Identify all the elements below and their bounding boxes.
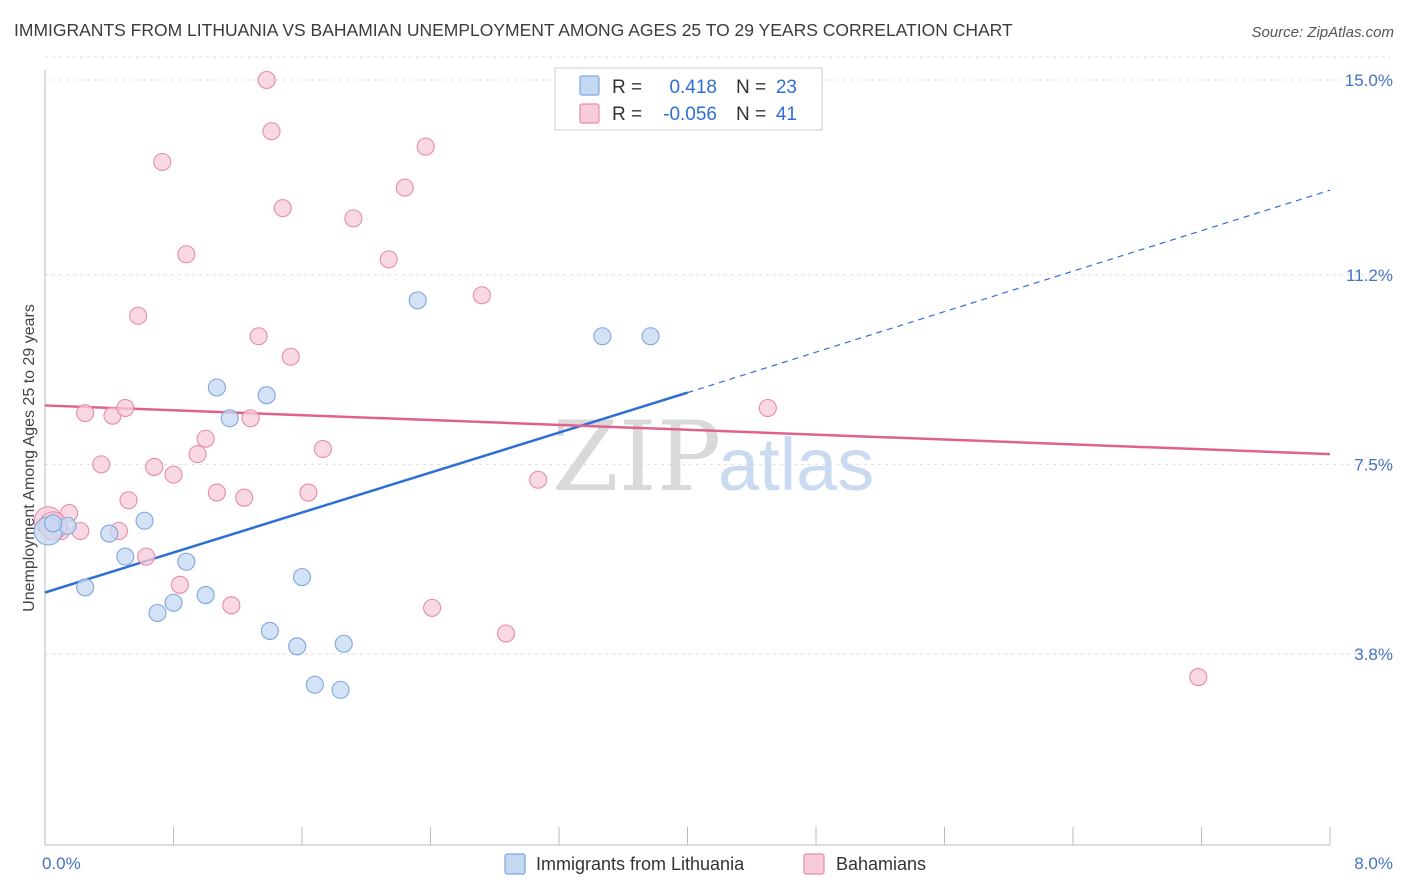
bahamians-point xyxy=(273,199,292,218)
legend-r-label-1: R = xyxy=(612,77,642,98)
lithuania-point xyxy=(196,586,215,605)
legend-swatch-lithuania xyxy=(579,75,600,96)
x-tick-labels: 0.0% 8.0% xyxy=(42,854,1393,873)
lithuania-point xyxy=(43,514,63,533)
lithuania-point xyxy=(116,547,135,566)
bahamians-point xyxy=(137,547,156,566)
watermark-zip: ZIP xyxy=(552,401,721,513)
bahamians-trend-line xyxy=(44,404,1331,456)
legend-r-value-1: 0.418 xyxy=(669,77,717,98)
axes xyxy=(44,70,1331,846)
bahamians-point xyxy=(196,429,215,448)
trend-lines xyxy=(44,189,1331,594)
correlation-legend: R = 0.418 N = 23 R = -0.056 N = 41 xyxy=(554,67,823,131)
bahamians-point xyxy=(177,245,196,264)
legend-n-label-1: N = xyxy=(736,77,766,98)
grid-lines xyxy=(45,56,1390,655)
lithuania-point xyxy=(331,680,350,699)
lithuania-point xyxy=(334,634,353,653)
bahamians-point xyxy=(207,483,226,502)
lithuania-point xyxy=(76,578,95,597)
lithuania-point xyxy=(257,386,276,405)
bahamians-point xyxy=(299,483,318,502)
lithuania-point xyxy=(100,524,119,543)
bahamians-point xyxy=(395,178,414,197)
bahamians-point xyxy=(170,575,189,594)
lithuania-point xyxy=(207,378,226,397)
bahamians-point xyxy=(235,488,254,507)
bahamians-point xyxy=(119,491,138,510)
bahamians-point xyxy=(164,465,183,484)
bahamians-point xyxy=(379,250,398,269)
bahamians-point xyxy=(423,598,442,617)
lithuania-point xyxy=(305,675,324,694)
bahamians-point xyxy=(281,347,300,366)
bahamians-point xyxy=(472,286,491,305)
series-legend: Immigrants from Lithuania Bahamians xyxy=(504,853,926,875)
bahamians-point xyxy=(249,327,268,346)
bahamians-point xyxy=(222,596,241,615)
source-label: Source: ZipAtlas.com xyxy=(1251,24,1394,41)
bahamians-point xyxy=(262,122,281,141)
y-tick-label: 11.2% xyxy=(1346,266,1393,285)
lithuania-point xyxy=(292,568,312,587)
bahamians-point xyxy=(76,404,95,423)
bahamians-point xyxy=(153,152,172,172)
bahamians-point xyxy=(241,409,260,428)
chart-title: IMMIGRANTS FROM LITHUANIA VS BAHAMIAN UN… xyxy=(14,20,1013,40)
lithuania-point xyxy=(148,603,167,623)
bahamians-point xyxy=(1189,668,1208,687)
lithuania-point xyxy=(641,327,660,346)
bahamians-point xyxy=(92,455,111,474)
bahamians-point xyxy=(188,445,207,464)
y-tick-label: 3.8% xyxy=(1354,645,1393,664)
lithuania-point xyxy=(135,511,154,530)
y-axis-label: Unemployment Among Ages 25 to 29 years xyxy=(21,304,38,612)
legend-n-value-2: 41 xyxy=(776,104,797,125)
legend-n-value-1: 23 xyxy=(776,77,797,98)
lithuania-point xyxy=(220,409,239,428)
lithuania-trend-extension xyxy=(687,189,1331,394)
lithuania-point xyxy=(177,552,196,571)
bahamians-point xyxy=(116,398,135,418)
legend-n-label-2: N = xyxy=(736,104,766,125)
data-points xyxy=(33,70,1208,699)
bahamians-point xyxy=(145,457,164,476)
series-label-bahamians: Bahamians xyxy=(836,854,926,874)
bahamians-point xyxy=(758,398,777,418)
lithuania-point xyxy=(593,327,612,346)
lithuania-point xyxy=(408,291,427,310)
x-tick-label: 0.0% xyxy=(42,854,81,873)
lithuania-point xyxy=(260,621,279,640)
bahamians-point xyxy=(496,624,516,643)
series-swatch-lithuania xyxy=(504,853,526,875)
bahamians-point xyxy=(529,470,548,489)
series-label-lithuania: Immigrants from Lithuania xyxy=(536,854,745,874)
legend-r-value-2: -0.056 xyxy=(663,104,717,125)
lithuania-point xyxy=(288,637,307,656)
bahamians-point xyxy=(313,439,332,459)
lithuania-point xyxy=(164,593,183,612)
bahamians-point xyxy=(416,137,435,156)
x-tick-label: 8.0% xyxy=(1354,854,1393,873)
bahamians-point xyxy=(129,306,148,325)
y-tick-labels: 3.8% 7.5% 11.2% 15.0% xyxy=(1345,71,1393,664)
bahamians-point xyxy=(344,209,363,228)
bahamians-point xyxy=(257,70,276,90)
series-swatch-bahamians xyxy=(803,853,825,875)
legend-swatch-bahamians xyxy=(579,103,600,124)
legend-r-label-2: R = xyxy=(612,104,642,125)
y-tick-label: 15.0% xyxy=(1345,71,1393,90)
y-tick-label: 7.5% xyxy=(1354,455,1393,474)
